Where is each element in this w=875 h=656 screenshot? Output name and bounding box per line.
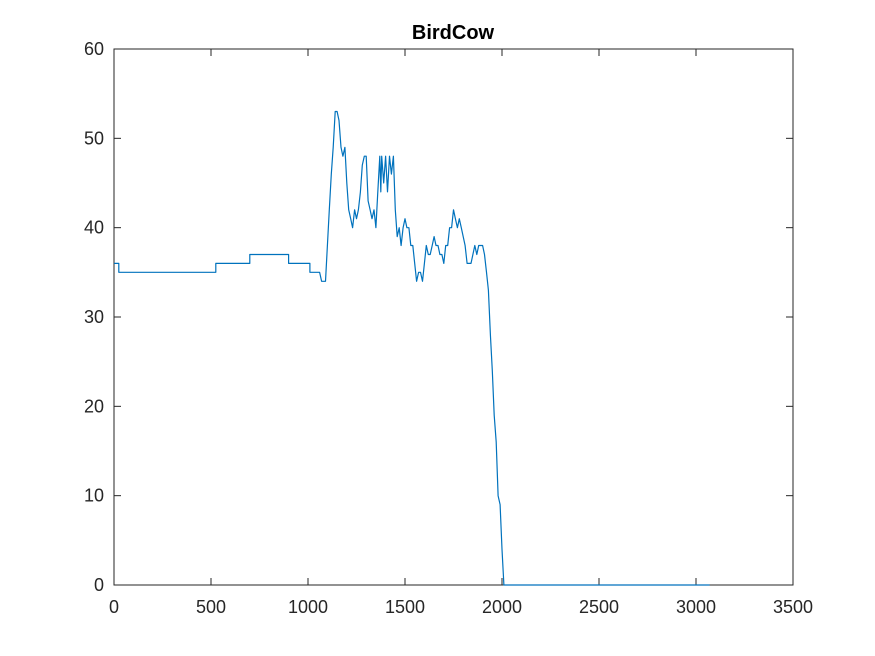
axes-box [113,48,794,586]
x-tick-label: 3000 [676,597,716,617]
chart-title: BirdCow [412,22,495,44]
x-tick-label: 2000 [482,597,522,617]
series-line [114,110,710,586]
y-tick-label: 20 [84,396,104,416]
x-tick-label: 500 [196,597,226,617]
y-tick-label: 0 [94,575,104,595]
y-tick-label: 30 [84,307,104,327]
y-tick-label: 40 [84,218,104,238]
x-tick-label: 3500 [773,597,813,617]
x-tick-label: 1000 [288,597,328,617]
y-tick-label: 10 [84,486,104,506]
y-tick-label: 50 [84,128,104,148]
x-tick-label: 2500 [579,597,619,617]
x-tick-label: 0 [109,597,119,617]
x-tick-label: 1500 [385,597,425,617]
y-tick-label: 60 [84,39,104,59]
plot-area: 0 500 1000 1500 2000 2500 3000 3500 0 10 20 30 40 50 6… [84,39,813,617]
